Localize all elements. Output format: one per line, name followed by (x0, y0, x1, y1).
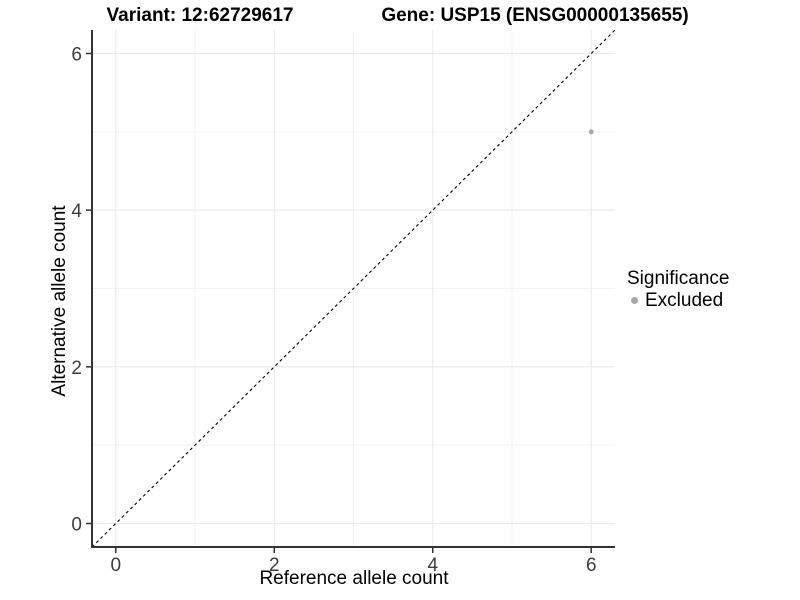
x-tick-label: 2 (269, 555, 280, 576)
legend-item-label: Excluded (645, 290, 724, 311)
y-tick-label: 4 (71, 201, 82, 222)
identity-dashed-line (91, 29, 616, 548)
x-tick-label: 4 (427, 555, 438, 576)
plot-title-gene: Gene: USP15 (ENSG00000135655) (381, 5, 689, 26)
x-tick-label: 6 (586, 555, 597, 576)
legend: Significance Excluded (627, 267, 729, 311)
legend-title: Significance (627, 268, 730, 289)
y-tick-label: 0 (71, 515, 82, 536)
x-tick-label: 0 (110, 555, 121, 576)
y-tick-label: 6 (71, 45, 82, 66)
plot-title-variant: Variant: 12:62729617 (106, 5, 294, 26)
y-tick-label: 2 (71, 358, 82, 379)
legend-point-icon (631, 297, 638, 304)
y-axis-title: Alternative allele count (49, 205, 70, 397)
data-point (588, 129, 594, 135)
x-axis-title: Reference allele count (259, 568, 449, 589)
legend-item-excluded: Excluded (627, 290, 729, 311)
